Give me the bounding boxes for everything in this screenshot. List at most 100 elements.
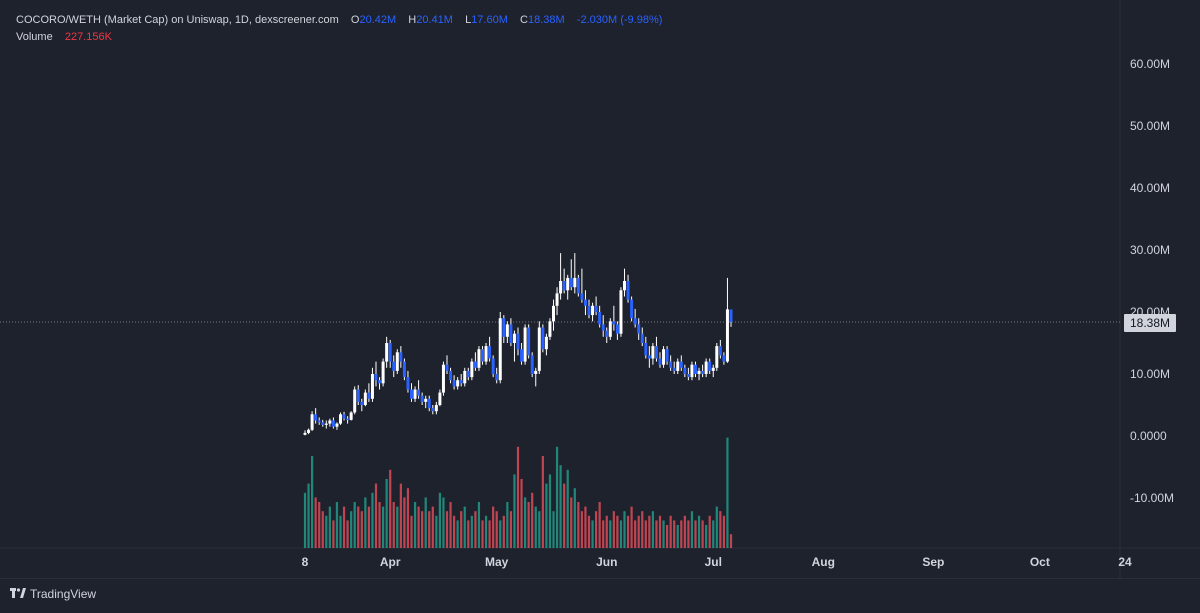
candle-body	[356, 389, 360, 402]
volume-bar	[612, 511, 615, 548]
volume-bar	[424, 497, 427, 548]
volume-bar	[687, 520, 690, 548]
volume-bar	[474, 511, 477, 548]
candle-body	[654, 346, 658, 359]
volume-bar	[342, 506, 346, 548]
volume-bar	[314, 497, 317, 548]
candle-body	[520, 349, 524, 362]
volume-bar	[492, 506, 495, 548]
x-tick-label: Jul	[705, 555, 722, 569]
volume-bar	[367, 506, 370, 548]
volume-bar	[658, 515, 662, 548]
volume-bar	[651, 511, 654, 548]
volume-bar	[559, 465, 562, 548]
candle-body	[534, 370, 538, 374]
candle-body	[413, 389, 417, 399]
candle-body	[502, 318, 506, 337]
candle-body	[317, 420, 321, 423]
volume-bar	[563, 483, 566, 548]
candle-body	[321, 422, 325, 425]
volume-bar	[463, 506, 466, 548]
volume-bar	[524, 497, 527, 548]
volume-bar	[577, 502, 580, 548]
volume-bar	[673, 520, 676, 548]
candle-body	[346, 418, 350, 420]
volume-bar	[495, 511, 498, 548]
volume-bar	[541, 456, 544, 548]
volume-label: Volume	[16, 31, 53, 43]
candle-body	[420, 395, 424, 402]
volume-bar	[637, 515, 640, 548]
tradingview-brand[interactable]: TradingView	[10, 587, 96, 601]
volume-bar	[573, 488, 576, 548]
candle-body	[310, 414, 314, 430]
candle-body	[367, 392, 371, 399]
candle-body	[647, 355, 651, 359]
candle-body	[722, 355, 726, 362]
volume-bar	[566, 469, 569, 548]
volume-bar	[552, 511, 555, 548]
candle-body	[623, 281, 626, 291]
candle-body	[718, 346, 722, 356]
volume-bar	[722, 515, 725, 548]
candle-body	[566, 277, 570, 291]
volume-bar	[378, 502, 381, 548]
volume-bar	[456, 520, 459, 548]
candle-body	[395, 352, 399, 371]
volume-bar	[346, 520, 349, 548]
volume-bar	[729, 534, 733, 548]
candle-body	[679, 361, 683, 368]
open-label: O	[350, 14, 360, 26]
candle-body	[672, 367, 676, 371]
candle-body	[683, 367, 687, 374]
volume-bar	[527, 502, 530, 548]
volume-bar	[421, 511, 424, 548]
volume-bar	[595, 511, 598, 548]
volume-bar	[449, 502, 452, 548]
volume-bar	[460, 511, 463, 548]
volume-bar	[364, 497, 367, 548]
candle-body	[488, 346, 492, 359]
volume-bar	[467, 520, 470, 548]
volume-bar	[598, 502, 601, 548]
volume-legend: Volume 227.156K	[16, 31, 112, 43]
volume-bar	[697, 515, 701, 548]
volume-bar	[307, 483, 310, 548]
volume-bar	[666, 525, 669, 548]
candle-body	[690, 364, 694, 378]
candle-body	[669, 361, 673, 368]
volume-bar	[374, 483, 378, 548]
candle-body	[402, 361, 406, 378]
volume-bar	[708, 515, 711, 548]
low-label: L	[465, 14, 472, 26]
candle-body	[466, 370, 470, 378]
volume-bar	[648, 515, 651, 548]
candle-body	[580, 293, 584, 300]
volume-bar	[516, 446, 520, 548]
volume-bar	[580, 511, 583, 548]
volume-bar	[591, 520, 594, 548]
candle-body	[676, 361, 680, 371]
volume-bar	[715, 506, 718, 548]
candle-body	[381, 361, 385, 384]
candle-body	[360, 401, 364, 405]
footer-bar: TradingView	[0, 578, 1200, 609]
volume-bar	[587, 515, 591, 548]
candle-body	[427, 398, 431, 409]
candle-body	[470, 361, 474, 378]
candle-body	[438, 392, 442, 405]
x-tick-label: 8	[302, 555, 309, 569]
y-tick-label: 40.00M	[1130, 181, 1170, 195]
candle-body	[324, 423, 328, 425]
volume-bar	[382, 506, 385, 548]
candle-body	[711, 367, 715, 371]
volume-bar	[520, 479, 523, 548]
volume-bar	[719, 511, 722, 548]
candle-body	[516, 333, 520, 350]
volume-bar	[389, 469, 392, 548]
candle-body	[331, 420, 335, 427]
volume-bar	[626, 515, 630, 548]
x-tick-label: Jun	[596, 555, 617, 569]
